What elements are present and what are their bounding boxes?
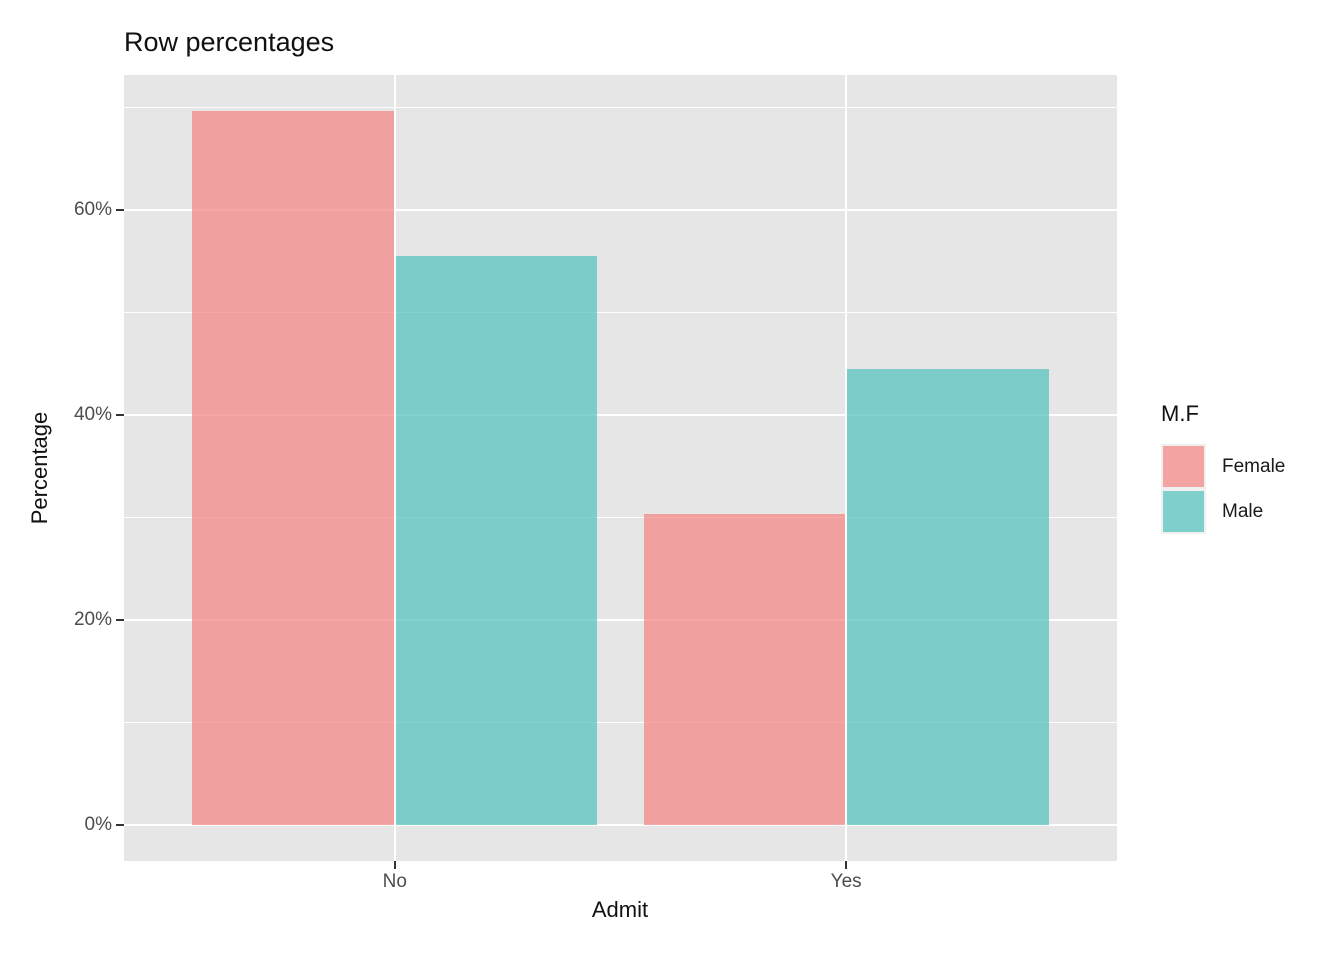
x-tick-label: No [382, 871, 407, 892]
x-axis-tick [845, 861, 848, 869]
legend-key-male [1161, 489, 1206, 534]
bar-yes-male [846, 368, 1049, 826]
legend-swatch [1163, 446, 1204, 487]
legend-item-male: Male [1161, 489, 1285, 534]
major-gridline [124, 824, 1117, 827]
y-tick-label: 20% [73, 609, 112, 631]
legend-items: Female Male [1161, 444, 1285, 534]
major-gridline-vertical [845, 75, 848, 861]
minor-gridline [124, 311, 1117, 313]
legend-label: Female [1222, 455, 1286, 477]
bar-no-female [192, 110, 395, 826]
bar-no-male [395, 256, 598, 826]
y-axis-title: Percentage [27, 411, 52, 525]
major-gridline [124, 619, 1117, 622]
minor-gridline [124, 722, 1117, 724]
x-axis-title: Admit [591, 897, 649, 922]
y-tick-label: 0% [84, 814, 112, 836]
y-tick-label: 60% [73, 198, 112, 220]
y-axis-tick [116, 824, 124, 827]
legend-label: Male [1222, 500, 1264, 522]
x-axis-tick [393, 861, 396, 869]
x-tick-label: Yes [830, 871, 862, 892]
y-axis-tick [116, 413, 124, 416]
major-gridline [124, 413, 1117, 416]
legend-title: M.F [1161, 401, 1199, 426]
plot-panel [124, 75, 1117, 861]
legend: M.F Female Male [1161, 401, 1285, 534]
bar-yes-female [643, 513, 846, 826]
minor-gridline [124, 106, 1117, 108]
legend-key-female [1161, 444, 1206, 489]
legend-swatch [1163, 491, 1204, 532]
chart-title: Row percentages [124, 27, 335, 57]
minor-gridline [124, 517, 1117, 518]
y-axis-tick [116, 208, 124, 211]
y-axis-tick [116, 619, 124, 622]
y-tick-label: 40% [73, 403, 112, 425]
major-gridline-vertical [393, 75, 396, 861]
major-gridline [124, 208, 1117, 211]
legend-item-female: Female [1161, 444, 1285, 489]
